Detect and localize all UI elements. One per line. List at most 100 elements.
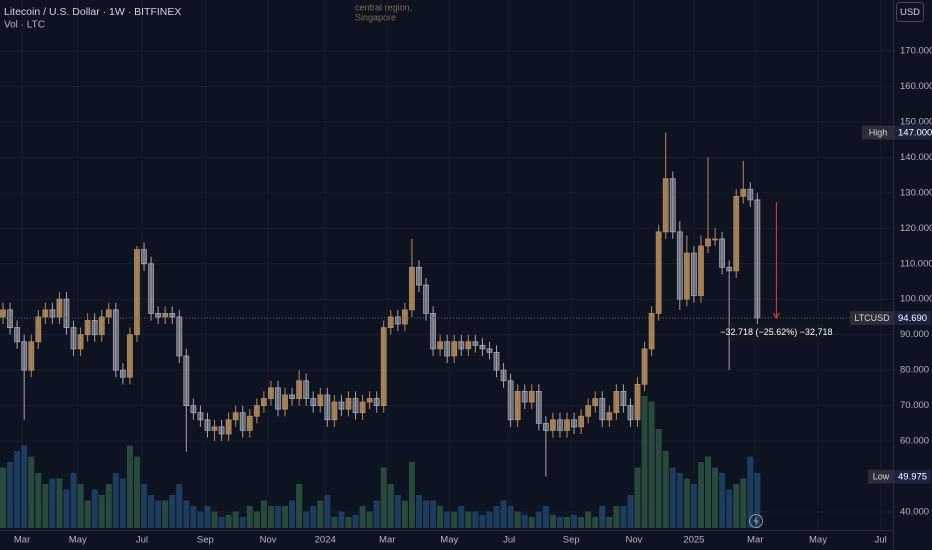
candle-body — [401, 309, 408, 325]
measure-arrowhead — [772, 312, 780, 320]
candle-body — [239, 412, 246, 431]
candle-body — [430, 313, 436, 350]
watermark-line: Singapore — [355, 12, 396, 22]
candle-body — [437, 341, 444, 350]
candle-body — [134, 249, 140, 336]
candle-body — [190, 405, 197, 414]
volume-bar — [493, 506, 500, 528]
volume-bar — [352, 514, 359, 528]
candle-body — [662, 178, 669, 233]
volume-bar — [690, 484, 697, 528]
volume-bar — [683, 478, 690, 528]
candle-body — [528, 391, 535, 403]
icon-bolt[interactable] — [753, 516, 759, 526]
candle-body — [380, 327, 387, 407]
candle-body — [472, 341, 479, 346]
candle-body — [606, 412, 613, 421]
candle-body — [197, 412, 204, 421]
candle-body — [599, 398, 606, 421]
candle-body — [754, 199, 761, 319]
y-tick-label: 150.000 — [900, 116, 932, 127]
candle-body — [641, 348, 648, 385]
candle-body — [7, 309, 13, 328]
candle-body — [719, 238, 726, 268]
candle-body — [387, 316, 394, 328]
candle-body — [655, 231, 662, 314]
volume-bar — [556, 517, 563, 528]
x-tick-label: Jul — [875, 535, 887, 546]
candle-body — [521, 391, 528, 403]
volume-bar — [289, 500, 296, 528]
volume-bar — [437, 506, 444, 528]
volume-bar — [253, 511, 260, 528]
candle-body — [571, 419, 577, 428]
volume-bar — [190, 506, 197, 528]
candle-body — [119, 369, 126, 378]
volume-bar — [303, 511, 310, 528]
volume-bar — [70, 473, 77, 528]
candle-body — [726, 266, 733, 272]
volume-bar — [21, 445, 28, 528]
candle-body — [542, 422, 549, 431]
volume-bar — [697, 462, 704, 528]
icon-circle[interactable] — [749, 514, 763, 528]
candle-body — [409, 266, 415, 311]
volume-bar — [324, 495, 331, 528]
replay-icon[interactable] — [749, 514, 763, 528]
candle-body — [70, 327, 77, 350]
candle-body — [204, 419, 211, 431]
candle-body — [56, 298, 63, 318]
marker-label-box — [850, 311, 894, 326]
y-tick-label: 110.000 — [900, 258, 932, 269]
volume-bar — [141, 484, 148, 528]
volume-bar — [676, 473, 683, 528]
currency-button[interactable] — [896, 2, 924, 22]
volume-bar — [126, 445, 133, 528]
candle-body — [486, 348, 493, 353]
chart-title: Litecoin / U.S. Dollar · 1W · BITFINEX — [4, 6, 181, 18]
currency-label[interactable]: USD — [900, 7, 920, 18]
volume-bar — [176, 484, 183, 528]
volume-bar — [84, 500, 91, 528]
candle-body — [550, 419, 556, 431]
volume-bar — [712, 467, 719, 528]
volume-bar — [28, 456, 35, 528]
x-tick-label: Jul — [503, 535, 515, 546]
candle-body — [310, 398, 317, 407]
candle-body — [627, 405, 634, 421]
volume-bar — [571, 514, 578, 528]
candle-body — [698, 245, 704, 297]
candle-body — [98, 316, 105, 336]
candle-body — [289, 394, 295, 399]
volume-bar — [14, 451, 21, 528]
candle-body — [317, 394, 324, 407]
volume-bar — [274, 506, 281, 528]
candle-body — [394, 316, 401, 325]
volume-bar — [507, 506, 514, 528]
x-tick-label: 2025 — [683, 535, 704, 546]
volume-bar — [7, 462, 14, 528]
y-tick-label: 90.000 — [900, 329, 929, 340]
x-tick-label: May — [809, 535, 827, 546]
volume-bar — [726, 489, 733, 528]
candle-body — [28, 341, 35, 371]
candle-body — [676, 231, 683, 300]
candle-body — [268, 387, 274, 399]
candle-body — [634, 383, 641, 421]
candle-body — [63, 298, 70, 328]
volume-bar — [155, 500, 162, 528]
volume-layer — [0, 396, 761, 528]
marker-value-box — [894, 469, 931, 484]
candle-body — [705, 238, 711, 247]
volume-bar — [564, 517, 571, 528]
candle-body — [747, 188, 754, 201]
volume-bar — [0, 467, 7, 528]
candle-body — [620, 391, 627, 407]
candle-body — [155, 313, 162, 318]
marker-label: LTCUSD — [854, 313, 890, 323]
candle-body — [296, 380, 303, 399]
volume-bar — [740, 478, 747, 528]
volume-bar — [458, 506, 465, 528]
volume-bar — [373, 500, 380, 528]
